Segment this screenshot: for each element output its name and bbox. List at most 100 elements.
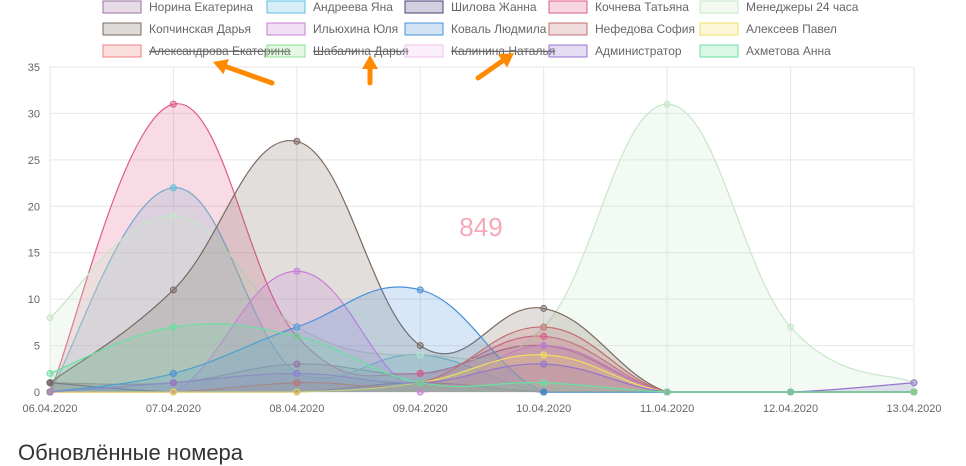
data-point[interactable] [293,323,301,331]
x-tick-label: 13.04.2020 [886,403,941,415]
series-area [50,286,914,392]
data-point[interactable] [169,388,177,396]
y-axis: 0 5 10 15 20 25 30 35 [28,62,40,399]
data-point[interactable] [910,388,918,396]
legend-item[interactable]: Александрова Екатерина [102,44,291,58]
data-point[interactable] [46,369,54,377]
legend-item[interactable]: Коваль Людмила [404,22,547,36]
data-point[interactable] [293,332,301,340]
data-point[interactable] [540,342,548,350]
legend-label: Шабалина Дарья [313,44,409,58]
legend-swatch [548,44,588,58]
data-point[interactable] [169,212,177,220]
series-line [49,323,914,393]
legend-swatch [548,0,588,14]
data-point[interactable] [46,388,54,396]
legend-label: Администратор [595,44,682,58]
y-tick-label: 25 [28,155,40,167]
legend-item[interactable]: Ахметова Анна [699,44,831,58]
data-point[interactable] [787,323,795,331]
y-tick-label: 35 [28,62,40,74]
data-point[interactable] [540,388,548,396]
legend-swatch [266,0,306,14]
legend-swatch [699,44,739,58]
series-area [50,187,914,392]
legend-label: Андреева Яна [313,0,393,14]
data-point[interactable] [293,388,301,396]
data-point[interactable] [540,351,548,359]
legend-label: Ильюхина Юля [313,22,398,36]
series-area [50,326,914,392]
data-point[interactable] [416,369,424,377]
x-tick-label: 09.04.2020 [393,403,448,415]
data-point[interactable] [46,379,54,387]
legend-item[interactable]: Андреева Яна [266,0,393,14]
arrow-annotation [475,53,514,81]
data-point[interactable] [910,379,918,387]
y-tick-label: 30 [28,108,40,120]
legend-item[interactable]: Норина Екатерина [102,0,253,14]
data-point[interactable] [416,342,424,350]
series-area [50,354,914,392]
legend-label: Коваль Людмила [451,22,547,36]
data-point[interactable] [293,267,301,275]
data-point[interactable] [169,184,177,192]
data-point[interactable] [169,379,177,387]
data-point[interactable] [293,137,301,145]
legend-item[interactable]: Алексеев Павел [699,22,837,36]
data-point[interactable] [416,286,424,294]
arrow-head [497,53,514,68]
legend-swatch [699,0,739,14]
data-point[interactable] [169,369,177,377]
legend-label: Александрова Екатерина [149,44,291,58]
legend-label: Копчинская Дарья [149,22,251,36]
data-point[interactable] [169,100,177,108]
legend-item[interactable]: Кочнева Татьяна [548,0,689,14]
data-point[interactable] [293,369,301,377]
data-point[interactable] [540,304,548,312]
legend-item[interactable]: Шилова Жанна [404,0,537,14]
x-axis: 06.04.2020 07.04.2020 08.04.2020 09.04.2020… [22,403,941,415]
data-point[interactable] [663,388,671,396]
series-area [50,382,914,392]
data-point[interactable] [540,323,548,331]
series-group [49,323,914,393]
data-point[interactable] [416,379,424,387]
series-area [50,323,914,392]
legend-swatch [102,0,142,14]
data-point[interactable] [663,100,671,108]
data-point[interactable] [540,379,548,387]
series-area [50,103,914,392]
y-tick-label: 0 [34,387,40,399]
chart-grid [49,66,915,393]
legend-item[interactable]: Нефедова София [548,22,695,36]
data-point[interactable] [787,388,795,396]
data-point[interactable] [416,388,424,396]
legend-item[interactable]: Менеджеры 24 часа [699,0,859,14]
legend-swatch [404,22,444,36]
data-point[interactable] [540,332,548,340]
arrow-shaft [223,64,275,86]
chart-series [49,103,915,393]
data-point[interactable] [46,314,54,322]
legend-item[interactable]: Копчинская Дарья [102,22,251,36]
legend-label: Ахметова Анна [746,44,831,58]
legend-item[interactable]: Администратор [548,44,682,58]
legend-item[interactable]: Ильюхина Юля [266,22,398,36]
arrow-shaft [475,58,506,81]
data-point[interactable] [169,286,177,294]
legend-swatch [102,22,142,36]
legend-item[interactable]: Калинина Наталья [404,44,555,58]
legend-label: Кочнева Татьяна [595,0,689,14]
data-point[interactable] [169,323,177,331]
data-point[interactable] [416,351,424,359]
legend-swatch [102,44,142,58]
x-tick-label: 06.04.2020 [22,403,77,415]
legend-label: Калинина Наталья [451,44,555,58]
data-point[interactable] [293,360,301,368]
data-point[interactable] [540,360,548,368]
series-area [50,104,914,393]
data-point[interactable] [293,379,301,387]
x-tick-label: 10.04.2020 [516,403,571,415]
legend-item[interactable]: Шабалина Дарья [266,44,409,58]
